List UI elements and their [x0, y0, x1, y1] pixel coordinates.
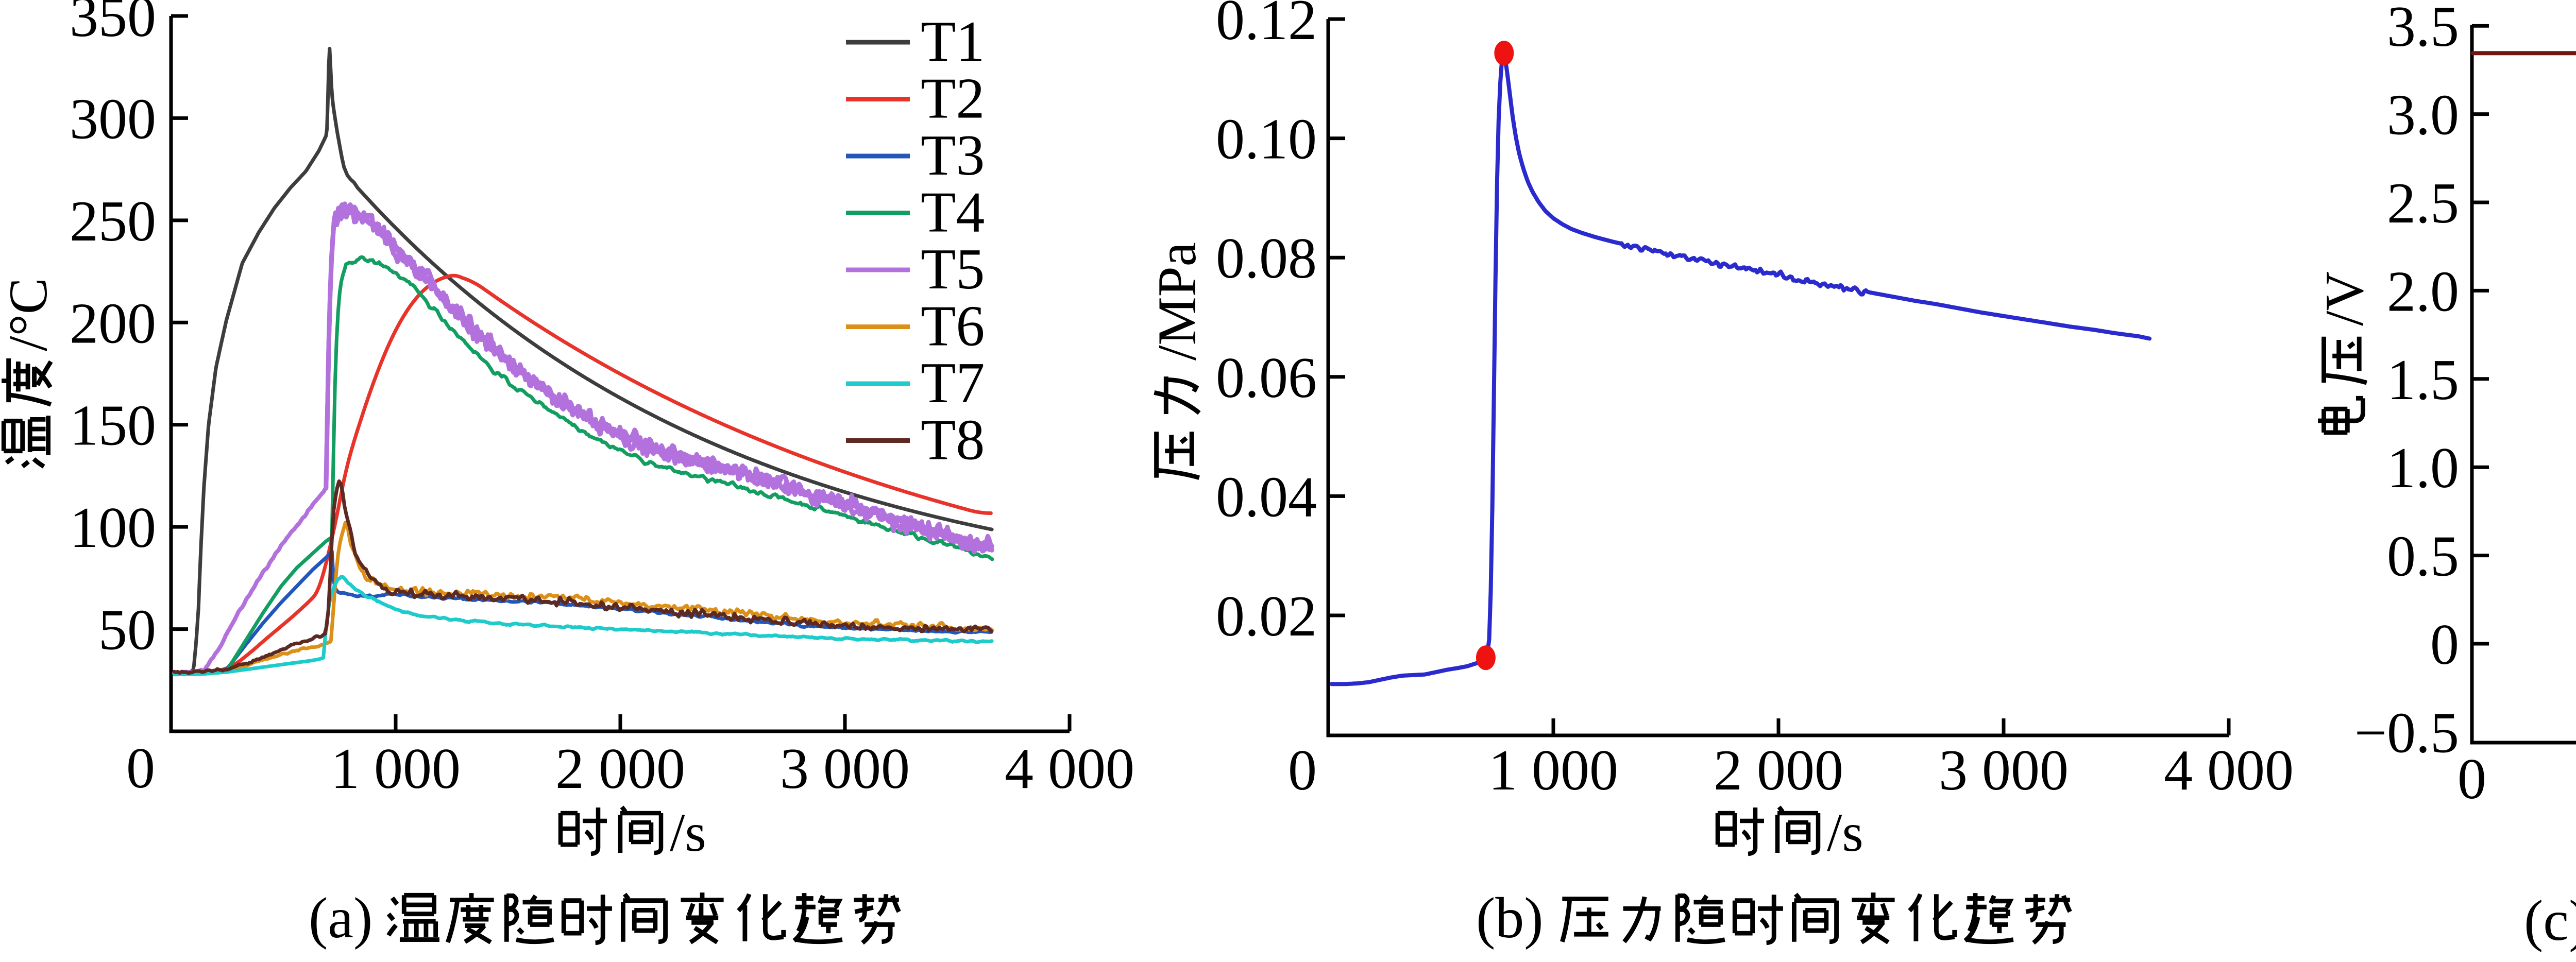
svg-text:0.08: 0.08 [1216, 227, 1317, 290]
svg-text:250: 250 [70, 190, 156, 253]
svg-text:100: 100 [70, 496, 156, 560]
svg-text:T4: T4 [921, 181, 985, 245]
svg-text:3.5: 3.5 [2387, 0, 2459, 59]
svg-text:T5: T5 [921, 237, 985, 301]
svg-text:/s: /s [1827, 802, 1863, 863]
svg-text:(a): (a) [309, 886, 372, 950]
svg-text:200: 200 [70, 291, 156, 355]
svg-text:2.5: 2.5 [2387, 171, 2459, 235]
svg-text:300: 300 [70, 87, 156, 151]
svg-text:(c): (c) [2524, 889, 2576, 953]
svg-text:T8: T8 [921, 408, 985, 472]
svg-text:0: 0 [1288, 738, 1317, 802]
svg-text:1.0: 1.0 [2387, 436, 2459, 500]
svg-text:/MPa: /MPa [1147, 242, 1207, 360]
svg-text:/s: /s [670, 802, 706, 863]
svg-text:2 000: 2 000 [555, 737, 685, 801]
svg-text:0: 0 [126, 736, 155, 800]
svg-text:0.02: 0.02 [1216, 585, 1317, 648]
svg-text:150: 150 [70, 394, 156, 458]
svg-text:1 000: 1 000 [331, 737, 461, 801]
svg-text:2.0: 2.0 [2387, 260, 2459, 323]
svg-text:3.0: 3.0 [2387, 83, 2459, 147]
svg-text:0.5: 0.5 [2387, 525, 2459, 589]
svg-text:350: 350 [70, 0, 156, 49]
svg-text:0.10: 0.10 [1216, 108, 1317, 171]
svg-text:2 000: 2 000 [1714, 738, 1843, 802]
svg-text:4 000: 4 000 [2164, 738, 2294, 802]
svg-text:T7: T7 [921, 351, 985, 415]
svg-text:3 000: 3 000 [780, 737, 910, 801]
svg-text:1.5: 1.5 [2387, 348, 2459, 412]
svg-text:4 000: 4 000 [1005, 737, 1134, 801]
svg-text:T1: T1 [921, 10, 985, 74]
svg-text:T2: T2 [921, 67, 985, 131]
svg-text:(b): (b) [1476, 886, 1544, 950]
svg-text:0.06: 0.06 [1216, 346, 1317, 410]
svg-text:T6: T6 [921, 295, 985, 358]
svg-text:0: 0 [2458, 747, 2486, 811]
svg-text:−0.5: −0.5 [2354, 701, 2459, 765]
svg-text:1 000: 1 000 [1488, 738, 1618, 802]
svg-text:3 000: 3 000 [1939, 738, 2069, 802]
svg-text:T3: T3 [921, 124, 985, 187]
svg-text:0: 0 [2430, 613, 2459, 677]
svg-text:50: 50 [98, 598, 156, 662]
svg-text:/V: /V [2314, 271, 2375, 326]
svg-text:0.04: 0.04 [1216, 465, 1317, 529]
svg-text:0.12: 0.12 [1216, 0, 1317, 52]
svg-text:/°C: /°C [0, 278, 58, 351]
